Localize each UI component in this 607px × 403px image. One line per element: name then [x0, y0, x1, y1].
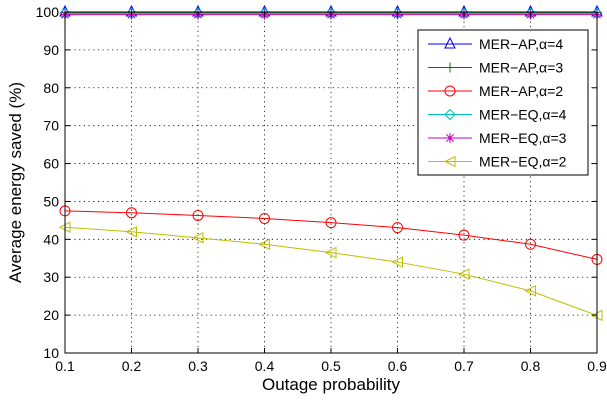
legend-label: MER−EQ,α=2	[479, 154, 567, 170]
x-axis-label: Outage probability	[262, 375, 400, 394]
data-point-circle	[192, 209, 204, 221]
legend-item: MER−AP,α=2	[428, 83, 563, 99]
legend: MER−AP,α=4 MER−AP,α=3 MER−AP,α=2 MER−EQ,α=4…	[417, 29, 589, 176]
y-tick-label: 60	[43, 156, 59, 172]
data-point-triangle-left	[125, 225, 137, 238]
x-tick-label: 0.7	[454, 358, 474, 374]
x-tick-label: 0.3	[188, 358, 208, 374]
y-tick-label: 40	[43, 231, 59, 247]
data-point-diamond	[444, 108, 456, 121]
data-point-plus	[445, 62, 455, 73]
y-tick-label: 90	[43, 42, 59, 58]
y-tick-label: 50	[43, 193, 59, 209]
data-point-circle	[126, 207, 137, 219]
legend-label: MER−AP,α=3	[479, 60, 563, 76]
legend-item: MER−AP,α=4	[428, 36, 563, 52]
legend-item: MER−AP,α=3	[428, 60, 563, 76]
x-tick-label: 0.1	[55, 358, 75, 374]
data-point-circle	[392, 222, 403, 234]
x-tick-label: 0.4	[255, 358, 275, 374]
legend-label: MER−EQ,α=3	[479, 130, 567, 146]
data-point-star	[445, 133, 455, 143]
x-tick-label: 0.2	[122, 358, 142, 374]
y-tick-label: 20	[43, 307, 59, 323]
legend-item: MER−EQ,α=3	[428, 130, 567, 146]
data-point-circle	[259, 212, 270, 224]
data-point-circle	[458, 229, 470, 241]
data-point-triangle-left	[443, 155, 456, 168]
data-point-circle	[525, 238, 536, 250]
series-line	[64, 226, 598, 316]
series-line	[64, 210, 598, 260]
legend-label: MER−AP,α=4	[479, 36, 563, 52]
x-tick-label: 0.9	[587, 358, 607, 374]
data-point-triangle-left	[324, 246, 337, 259]
y-tick-label: 10	[43, 345, 59, 361]
legend-item: MER−EQ,α=4	[428, 107, 567, 123]
data-point-circle	[444, 85, 456, 97]
y-tick-label: 100	[36, 4, 60, 20]
x-tick-label: 0.8	[521, 358, 541, 374]
y-tick-label: 80	[43, 80, 59, 96]
y-axis-label: Average energy saved (%)	[6, 82, 25, 283]
legend-item: MER−EQ,α=2	[428, 154, 567, 170]
legend-label: MER−AP,α=2	[479, 83, 563, 99]
data-point-triangle-left	[391, 256, 403, 268]
data-point-circle	[325, 217, 337, 229]
data-point-triangle-left	[191, 232, 204, 244]
legend-box	[417, 29, 589, 176]
data-point-triangle-up	[444, 36, 456, 49]
y-tick-label: 70	[43, 118, 59, 134]
axis-ticks: 0.1 0.2 0.3 0.4 0.5 0.6 0.7 0.8 0.9 10 20 30 40 50 60 7…	[36, 4, 607, 374]
legend-label: MER−EQ,α=4	[479, 107, 567, 123]
x-tick-label: 0.5	[321, 358, 341, 374]
x-tick-label: 0.6	[388, 358, 408, 374]
data-point-triangle-left	[524, 285, 536, 297]
data-point-triangle-left	[258, 238, 270, 251]
y-tick-label: 30	[43, 269, 59, 285]
data-point-triangle-left	[457, 268, 470, 281]
